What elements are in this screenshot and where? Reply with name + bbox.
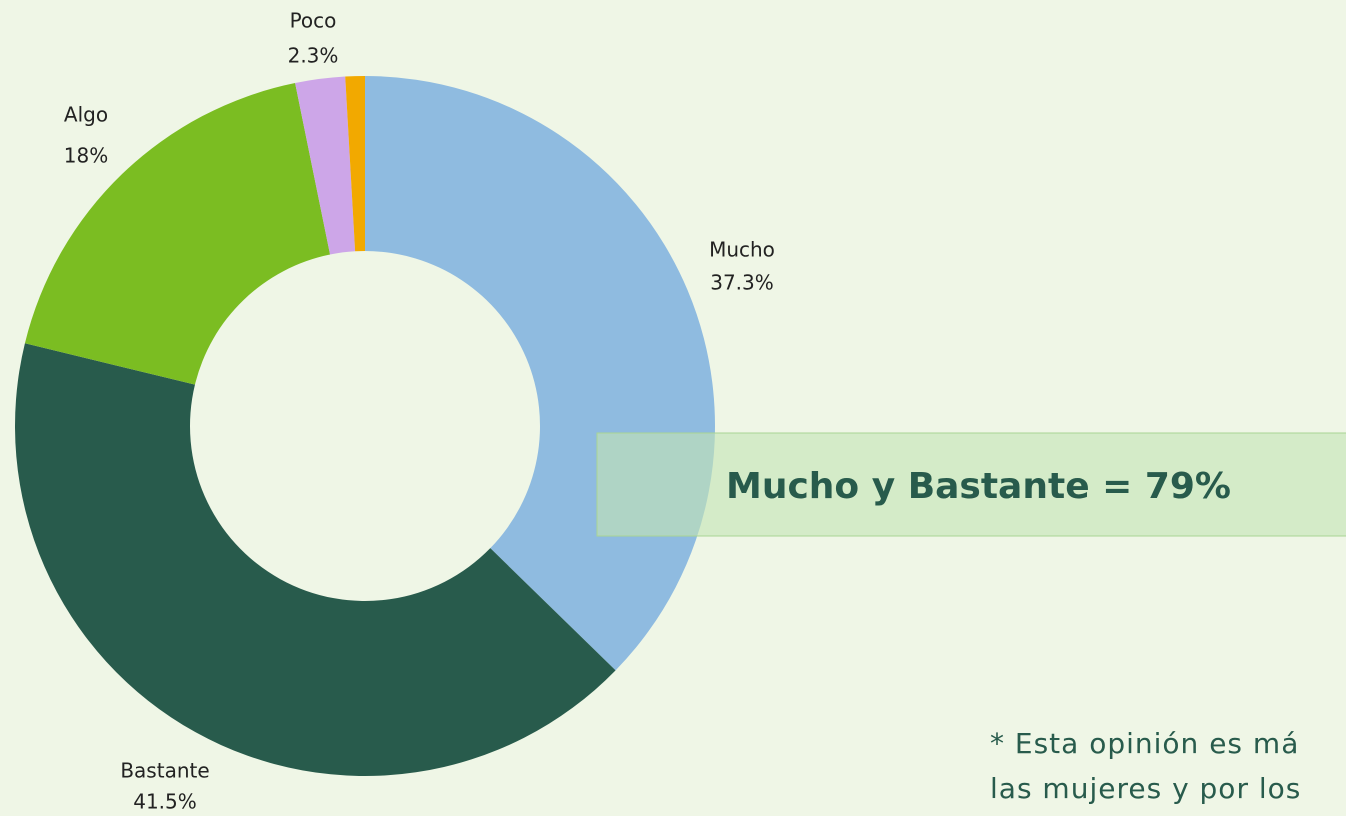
donut-segment — [345, 76, 365, 252]
donut-segment — [295, 76, 356, 255]
footnote: las mujeres y por los — [990, 772, 1301, 805]
segment-value: 2.3% — [288, 44, 339, 68]
segment-label: Algo — [64, 103, 108, 127]
callout-box — [596, 432, 1346, 537]
segment-value: 37.3% — [710, 271, 774, 295]
segment-value: 18% — [64, 144, 108, 168]
segment-label: Poco — [290, 9, 337, 33]
donut-segment — [14, 343, 616, 776]
segment-label: Bastante — [120, 759, 209, 783]
segment-value: 41.5% — [133, 790, 197, 814]
footnote: * Esta opinión es má — [990, 727, 1299, 760]
donut-segment — [24, 83, 331, 385]
callout-text: Mucho y Bastante = 79% — [726, 466, 1231, 507]
segment-label: Mucho — [709, 238, 775, 262]
